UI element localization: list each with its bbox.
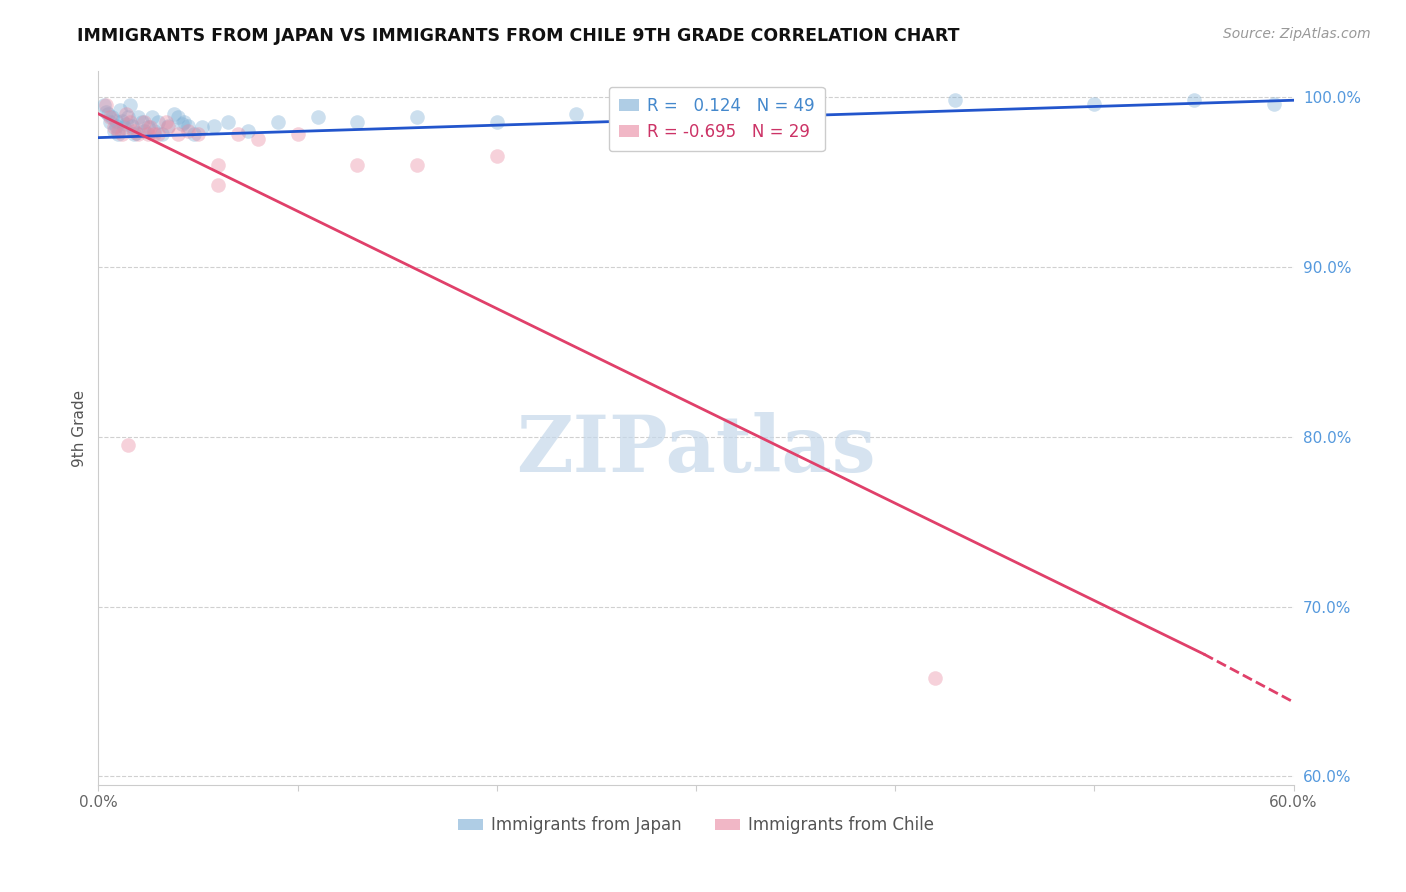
Point	[98, 115, 122, 129]
Point	[177, 124, 200, 138]
Point	[202, 119, 225, 133]
Point	[187, 127, 209, 141]
Point	[112, 120, 135, 135]
Y-axis label: 9th Grade: 9th Grade	[72, 390, 87, 467]
Text: ZIPatlas: ZIPatlas	[516, 411, 876, 488]
Point	[124, 124, 146, 138]
Point	[485, 149, 508, 163]
Point	[134, 124, 156, 138]
Point	[406, 110, 429, 124]
Point	[157, 120, 180, 135]
Point	[103, 124, 125, 138]
Point	[307, 110, 329, 124]
Point	[143, 124, 166, 138]
Point	[115, 107, 138, 121]
Point	[167, 110, 190, 124]
Point	[406, 158, 429, 172]
Point	[124, 127, 146, 141]
Point	[125, 126, 148, 140]
Point	[150, 127, 173, 141]
Point	[97, 107, 120, 121]
Point	[110, 103, 132, 118]
Point	[167, 127, 190, 141]
Point	[1263, 96, 1285, 111]
Point	[1083, 96, 1105, 111]
Point	[183, 127, 205, 141]
Point	[121, 119, 143, 133]
Point	[943, 93, 966, 107]
Point	[1182, 93, 1205, 107]
Point	[141, 110, 163, 124]
Point	[143, 127, 166, 141]
Point	[346, 115, 368, 129]
Point	[226, 127, 249, 141]
Text: Source: ZipAtlas.com: Source: ZipAtlas.com	[1223, 27, 1371, 41]
Point	[148, 127, 170, 141]
Point	[136, 120, 159, 135]
Point	[107, 124, 129, 138]
Point	[93, 98, 115, 112]
Point	[246, 132, 269, 146]
Point	[103, 120, 125, 135]
Point	[173, 115, 195, 129]
Point	[207, 158, 229, 172]
Point	[120, 115, 142, 129]
Legend: Immigrants from Japan, Immigrants from Chile: Immigrants from Japan, Immigrants from C…	[451, 810, 941, 841]
Point	[139, 120, 162, 135]
Point	[287, 127, 309, 141]
Point	[96, 98, 118, 112]
Point	[924, 671, 946, 685]
Point	[155, 115, 177, 129]
Point	[134, 115, 156, 129]
Text: IMMIGRANTS FROM JAPAN VS IMMIGRANTS FROM CHILE 9TH GRADE CORRELATION CHART: IMMIGRANTS FROM JAPAN VS IMMIGRANTS FROM…	[77, 27, 960, 45]
Point	[565, 107, 588, 121]
Point	[665, 98, 688, 112]
Point	[136, 127, 159, 141]
Point	[127, 110, 149, 124]
Point	[117, 438, 139, 452]
Point	[127, 127, 149, 141]
Point	[107, 127, 129, 141]
Point	[96, 105, 118, 120]
Point	[177, 119, 200, 133]
Point	[111, 127, 134, 141]
Point	[785, 93, 807, 107]
Point	[101, 110, 124, 124]
Point	[485, 115, 508, 129]
Point	[111, 113, 134, 128]
Point	[163, 107, 186, 121]
Point	[157, 119, 180, 133]
Point	[148, 115, 170, 129]
Point	[105, 113, 128, 128]
Point	[98, 110, 122, 124]
Point	[172, 117, 194, 131]
Point	[191, 120, 214, 135]
Point	[120, 98, 142, 112]
Point	[207, 178, 229, 193]
Point	[346, 158, 368, 172]
Point	[131, 115, 153, 129]
Point	[236, 124, 259, 138]
Point	[217, 115, 239, 129]
Point	[115, 117, 138, 131]
Point	[267, 115, 290, 129]
Point	[117, 110, 139, 124]
Point	[105, 119, 128, 133]
